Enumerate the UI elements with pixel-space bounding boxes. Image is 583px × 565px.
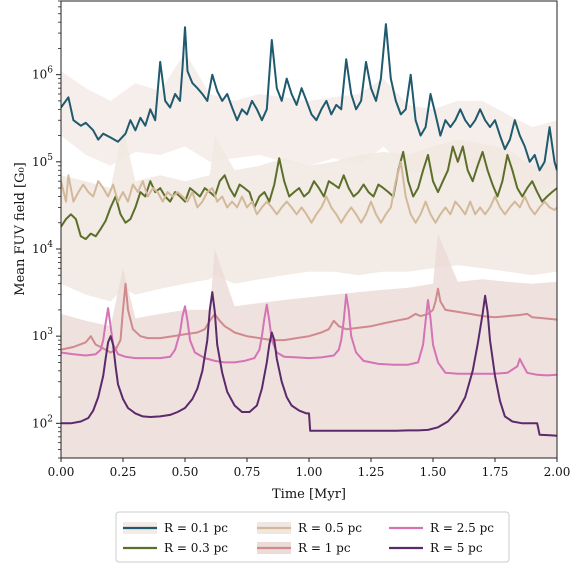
series-lines [61,23,557,437]
line-series-0 [61,23,557,172]
legend-box [115,511,510,563]
legend-label: R = 0.5 pc [298,521,362,535]
x-tick-label: 1.25 [358,465,385,479]
legend: R = 0.1 pc R = 0.3 pc R = 0.5 pc R = 1 pc R … [115,511,510,563]
y-tick-label: 106 [32,66,53,82]
line-series-1 [61,145,557,241]
x-tick-label: 1.50 [420,465,447,479]
legend-label: R = 2.5 pc [430,521,494,535]
y-tick-label: 105 [32,153,53,169]
y-tick-label: 103 [32,327,53,343]
y-axis: 102 103 104 105 106 [32,0,61,459]
confidence-bands [61,52,557,458]
x-tick-label: 1.00 [296,465,323,479]
line-series-2 [61,160,557,224]
x-tick-label: 0.75 [234,465,261,479]
y-tick-label: 104 [32,240,53,256]
line-series-4 [61,293,557,377]
y-axis-label: Mean FUV field [G₀] [13,162,28,295]
x-tick-label: 0.25 [110,465,137,479]
legend-label: R = 0.1 pc [164,521,228,535]
line-series-3 [61,282,557,354]
band-series-2 [61,127,557,302]
x-tick-label: 1.75 [482,465,509,479]
x-tick-label: 0.50 [172,465,199,479]
x-axis: 0.00 0.25 0.50 0.75 1.00 1.25 1.50 1.75 2.00 [48,458,571,479]
y-tick-label: 102 [32,414,53,430]
x-tick-label: 2.00 [544,465,571,479]
legend-label: R = 0.3 pc [164,541,228,555]
legend-label: R = 5 pc [430,541,483,555]
legend-label: R = 1 pc [298,541,351,555]
line-series-5 [61,291,557,437]
band-series-3 [61,233,557,458]
x-tick-label: 0.00 [48,465,75,479]
x-axis-label: Time [Myr] [272,487,346,502]
